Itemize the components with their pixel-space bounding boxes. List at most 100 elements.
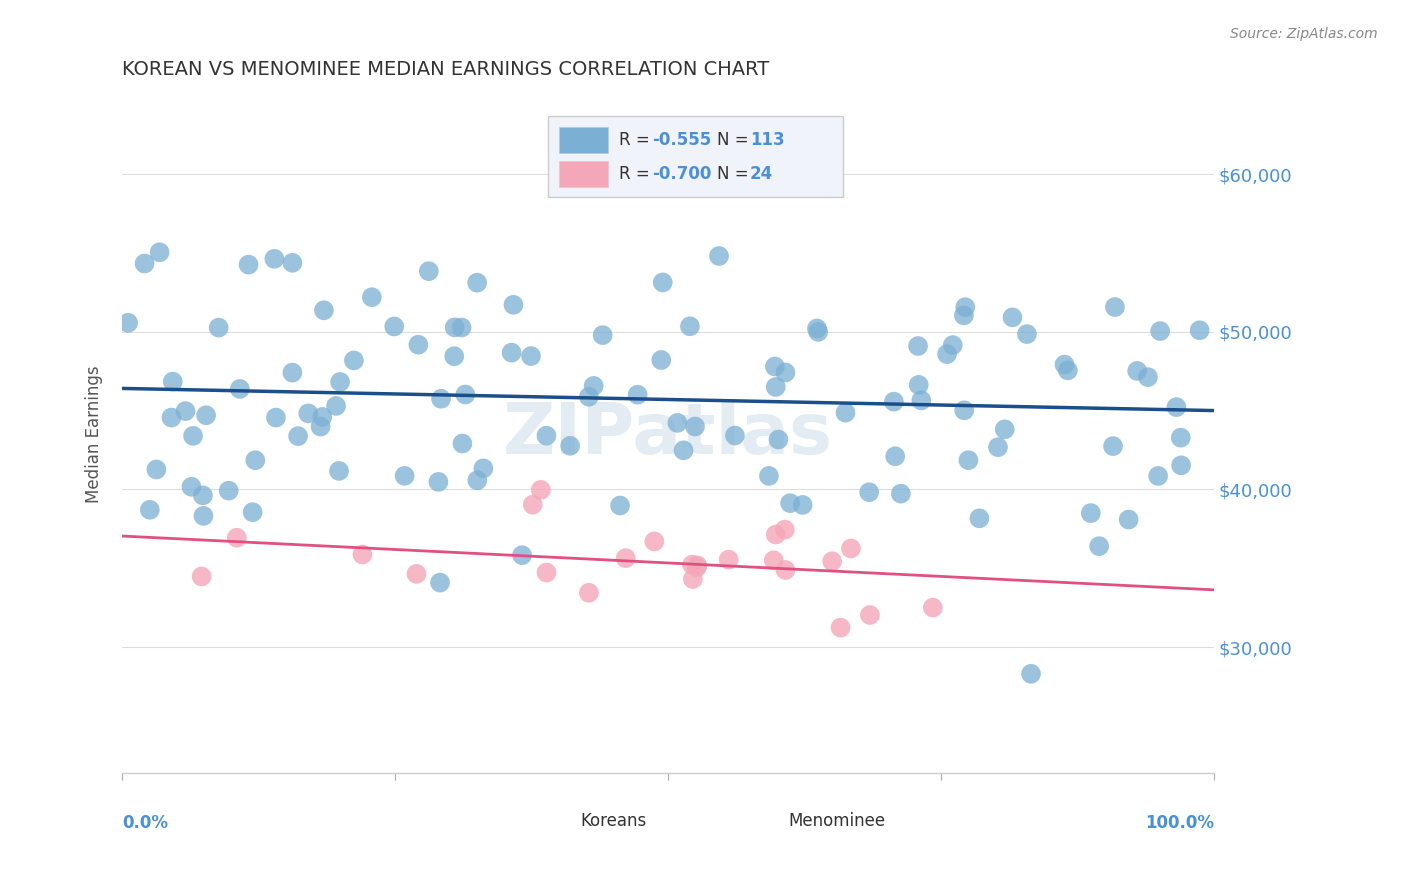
Text: R =: R = xyxy=(619,131,655,149)
Point xyxy=(287,429,309,443)
Text: R =: R = xyxy=(619,165,655,183)
Point xyxy=(942,338,965,352)
Point xyxy=(238,258,260,272)
Point xyxy=(910,393,932,408)
Point xyxy=(762,553,785,567)
Point xyxy=(281,256,304,270)
Point xyxy=(162,375,184,389)
Point xyxy=(149,245,172,260)
Point xyxy=(765,527,787,541)
Text: N =: N = xyxy=(717,165,754,183)
Point xyxy=(297,406,319,420)
Point xyxy=(578,586,600,600)
Point xyxy=(139,503,162,517)
Point xyxy=(936,347,959,361)
Text: 113: 113 xyxy=(749,131,785,149)
Point xyxy=(763,359,786,374)
Point xyxy=(343,353,366,368)
Y-axis label: Median Earnings: Median Earnings xyxy=(86,366,103,503)
Point xyxy=(281,366,304,380)
Text: -0.700: -0.700 xyxy=(651,165,711,183)
Point xyxy=(427,475,450,489)
Point xyxy=(1080,506,1102,520)
Point xyxy=(643,534,665,549)
Point xyxy=(245,453,267,467)
Point xyxy=(134,256,156,270)
Text: 24: 24 xyxy=(749,165,773,183)
Point xyxy=(651,276,673,290)
Point xyxy=(408,337,430,351)
Point xyxy=(717,552,740,566)
Point xyxy=(907,377,929,392)
Point xyxy=(679,319,702,334)
Point xyxy=(883,394,905,409)
Point xyxy=(768,433,790,447)
Point xyxy=(325,399,347,413)
Point xyxy=(560,439,582,453)
Point xyxy=(1126,364,1149,378)
Point xyxy=(451,436,474,450)
Point xyxy=(775,563,797,577)
Point xyxy=(195,409,218,423)
FancyBboxPatch shape xyxy=(548,116,842,197)
Text: N =: N = xyxy=(717,131,754,149)
Point xyxy=(830,621,852,635)
Point xyxy=(472,461,495,475)
Point xyxy=(193,508,215,523)
Point xyxy=(405,566,427,581)
Point xyxy=(884,450,907,464)
Point xyxy=(536,566,558,580)
Point xyxy=(592,328,614,343)
Point xyxy=(683,419,706,434)
Point xyxy=(686,560,709,574)
Point xyxy=(839,541,862,556)
Point xyxy=(955,300,977,314)
Point xyxy=(530,483,553,497)
Point xyxy=(465,473,488,487)
Point xyxy=(510,548,533,562)
Point xyxy=(1056,363,1078,377)
Point xyxy=(229,382,252,396)
Point xyxy=(454,387,477,401)
Point xyxy=(218,483,240,498)
Point xyxy=(242,505,264,519)
Point xyxy=(443,349,465,363)
Point xyxy=(501,345,523,359)
Point xyxy=(724,428,747,442)
Point xyxy=(703,172,725,186)
Text: Koreans: Koreans xyxy=(581,812,647,830)
Point xyxy=(522,498,544,512)
Point xyxy=(329,375,352,389)
Point xyxy=(666,416,689,430)
Point xyxy=(1088,539,1111,553)
Point xyxy=(806,321,828,335)
Point xyxy=(953,309,976,323)
Text: -0.555: -0.555 xyxy=(651,131,711,149)
Point xyxy=(1170,431,1192,445)
Point xyxy=(465,276,488,290)
Point xyxy=(1136,370,1159,384)
Point xyxy=(758,469,780,483)
Point xyxy=(360,290,382,304)
Point xyxy=(174,404,197,418)
Point xyxy=(1188,323,1211,337)
Point xyxy=(382,319,405,334)
Point xyxy=(429,575,451,590)
Point xyxy=(682,572,704,586)
Point xyxy=(352,548,374,562)
Point xyxy=(987,440,1010,454)
Point xyxy=(792,498,814,512)
Point xyxy=(1102,439,1125,453)
Point xyxy=(765,380,787,394)
Point xyxy=(1019,666,1042,681)
Point xyxy=(921,600,943,615)
Point xyxy=(672,443,695,458)
Point xyxy=(907,339,929,353)
Point xyxy=(650,353,672,368)
Point xyxy=(953,403,976,417)
Point xyxy=(263,252,285,266)
Point xyxy=(682,153,704,168)
Point xyxy=(502,298,524,312)
Point xyxy=(1147,469,1170,483)
Point xyxy=(858,485,880,500)
